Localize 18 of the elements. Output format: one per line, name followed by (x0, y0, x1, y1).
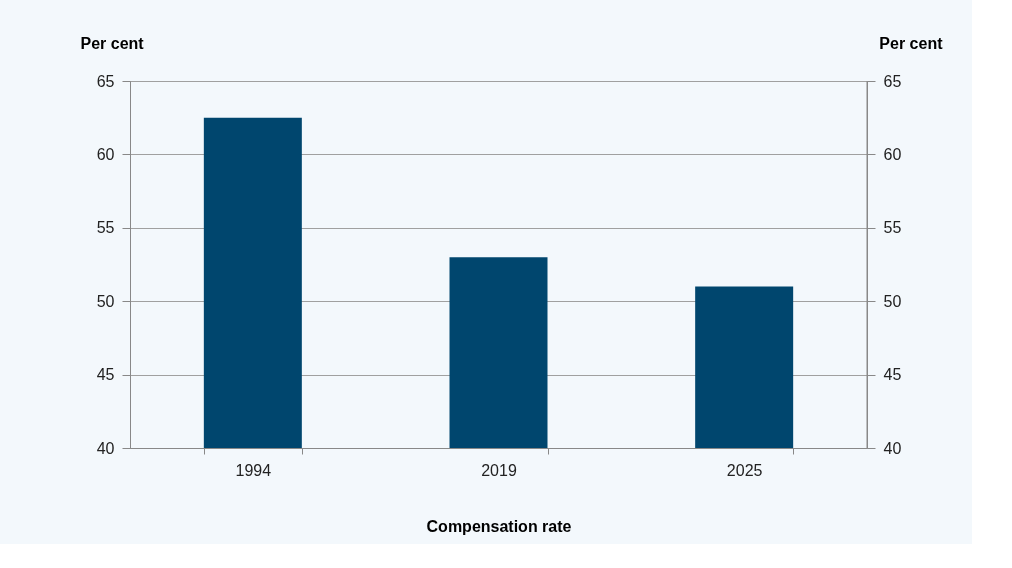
y-axis-title: Per cent (80, 34, 145, 52)
y2-tick-label: 50 (883, 292, 902, 310)
x-tick-label: 2025 (726, 461, 763, 479)
y-tick-label: 60 (96, 145, 115, 163)
y2-tick-label: 40 (883, 439, 902, 457)
y2-axis-title: Per cent (879, 34, 944, 52)
y2-tick-label: 65 (883, 72, 902, 90)
y-tick-label: 50 (96, 292, 115, 310)
y2-tick-label: 45 (883, 366, 902, 384)
y-tick-label: 40 (96, 439, 115, 457)
y-tick-label: 65 (96, 72, 115, 90)
y-tick-label: 45 (96, 366, 115, 384)
y-tick-label: 55 (96, 219, 115, 237)
x-tick-label: 2019 (481, 461, 517, 479)
y2-tick-label: 60 (883, 145, 902, 163)
x-axis-title: Compensation rate (426, 517, 572, 535)
y2-tick-label: 55 (883, 219, 902, 237)
x-tick-label: 1994 (235, 461, 272, 479)
